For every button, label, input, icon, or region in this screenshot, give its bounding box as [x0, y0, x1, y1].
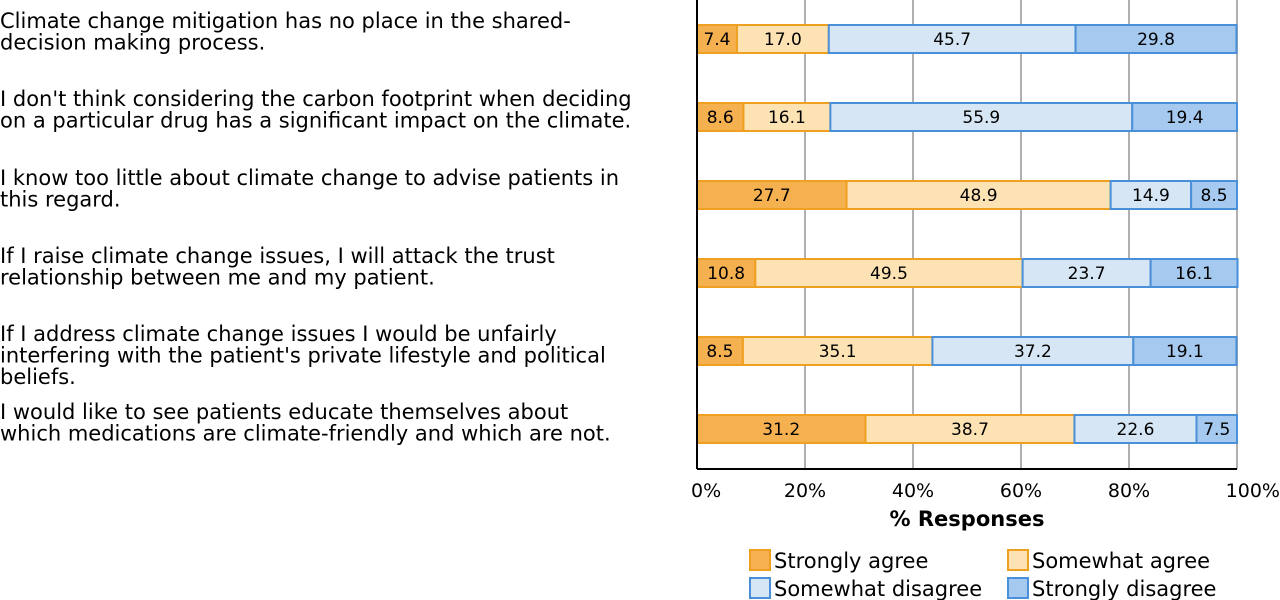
bar-segment [864, 414, 1076, 444]
segment-value-label: 27.7 [753, 186, 791, 206]
legend-swatch [1007, 577, 1029, 599]
question-labels: Climate change mitigation has no place i… [0, 9, 632, 446]
segment-value-label: 7.5 [1203, 420, 1230, 440]
bar-segment [696, 102, 745, 132]
question-label-line: I don't think considering the carbon foo… [0, 87, 632, 111]
bar-segment [1132, 336, 1238, 366]
segment-value-label: 55.9 [962, 108, 1000, 128]
question-label-line: this regard. [0, 188, 121, 212]
segment-value-label: 48.9 [960, 186, 998, 206]
legend-swatch [1007, 549, 1029, 571]
legend-label: Strongly disagree [1032, 577, 1216, 600]
question-label-line: interfering with the patient's private l… [0, 344, 606, 368]
x-tick-label: 80% [1108, 480, 1150, 502]
bar-segment [1021, 258, 1152, 288]
segment-value-label: 29.8 [1137, 30, 1175, 50]
legend-label: Strongly agree [774, 549, 928, 573]
segment-value-label: 8.6 [707, 108, 734, 128]
gridlines [804, 0, 1238, 469]
segment-value-label: 19.4 [1166, 108, 1204, 128]
bar-segment [931, 336, 1135, 366]
question-label-line: If I raise climate change issues, I will… [0, 244, 555, 268]
segment-value-label: 45.7 [933, 30, 971, 50]
segment-value-label: 7.4 [703, 30, 730, 50]
bar-segments [696, 24, 1239, 444]
segment-value-label: 35.1 [819, 342, 857, 362]
segment-value-label: 31.2 [762, 420, 800, 440]
question-label-line: relationship between me and my patient. [0, 266, 435, 290]
segment-value-label: 19.1 [1166, 342, 1204, 362]
question-label-line: decision making process. [0, 31, 265, 55]
legend-swatch [749, 549, 771, 571]
segment-value-label: 16.1 [768, 108, 806, 128]
segment-value-label: 8.5 [1201, 186, 1228, 206]
question-label-line: If I address climate change issues I wou… [0, 322, 557, 346]
segment-value-label: 37.2 [1014, 342, 1052, 362]
bar-segment [1149, 258, 1239, 288]
legend-label: Somewhat disagree [774, 577, 982, 600]
segment-value-label: 10.8 [707, 264, 745, 284]
x-axis-title: % Responses [890, 507, 1045, 531]
segment-value-label: 16.1 [1175, 264, 1213, 284]
x-tick-label: 40% [892, 480, 934, 502]
bar-segment [741, 336, 934, 366]
bar-segment [1131, 102, 1238, 132]
segment-value-label: 14.9 [1132, 186, 1170, 206]
bar-segment [829, 102, 1134, 132]
bar-segment [1109, 180, 1193, 210]
question-label-line: which medications are climate-friendly a… [0, 422, 611, 446]
question-label-line: Climate change mitigation has no place i… [0, 9, 571, 33]
segment-labels: 7.4 17.0 45.7 29.8 8.6 16.1 55.9 19.4 27.7 48.9 14… [703, 30, 1230, 440]
legend-label: Somewhat agree [1032, 549, 1210, 573]
question-label-line: I would like to see patients educate the… [0, 400, 568, 424]
bar-segment [827, 24, 1077, 54]
x-tick-label: 20% [784, 480, 826, 502]
x-tick-labels: 0% 20% 40% 60% 80% 100% [691, 480, 1280, 502]
bar-segment [1190, 180, 1238, 210]
segment-value-label: 38.7 [951, 420, 989, 440]
bar-segment [1195, 414, 1238, 444]
x-tick-label: 100% [1226, 480, 1280, 502]
segment-value-label: 17.0 [764, 30, 802, 50]
segment-value-label: 49.5 [870, 264, 908, 284]
segment-value-label: 23.7 [1068, 264, 1106, 284]
bar-segment [1073, 414, 1198, 444]
segment-value-label: 8.5 [706, 342, 733, 362]
question-label-line: on a particular drug has a significant i… [0, 109, 631, 133]
question-label-line: I know too little about climate change t… [0, 166, 619, 190]
segment-value-label: 22.6 [1117, 420, 1155, 440]
bar-segment [1074, 24, 1238, 54]
x-tick-label: 60% [1000, 480, 1042, 502]
legend-swatch [749, 577, 771, 599]
legend: Strongly agree Somewhat agree Somewhat dis… [749, 549, 1216, 600]
question-label-line: beliefs. [0, 365, 76, 389]
x-tick-label: 0% [691, 480, 721, 502]
